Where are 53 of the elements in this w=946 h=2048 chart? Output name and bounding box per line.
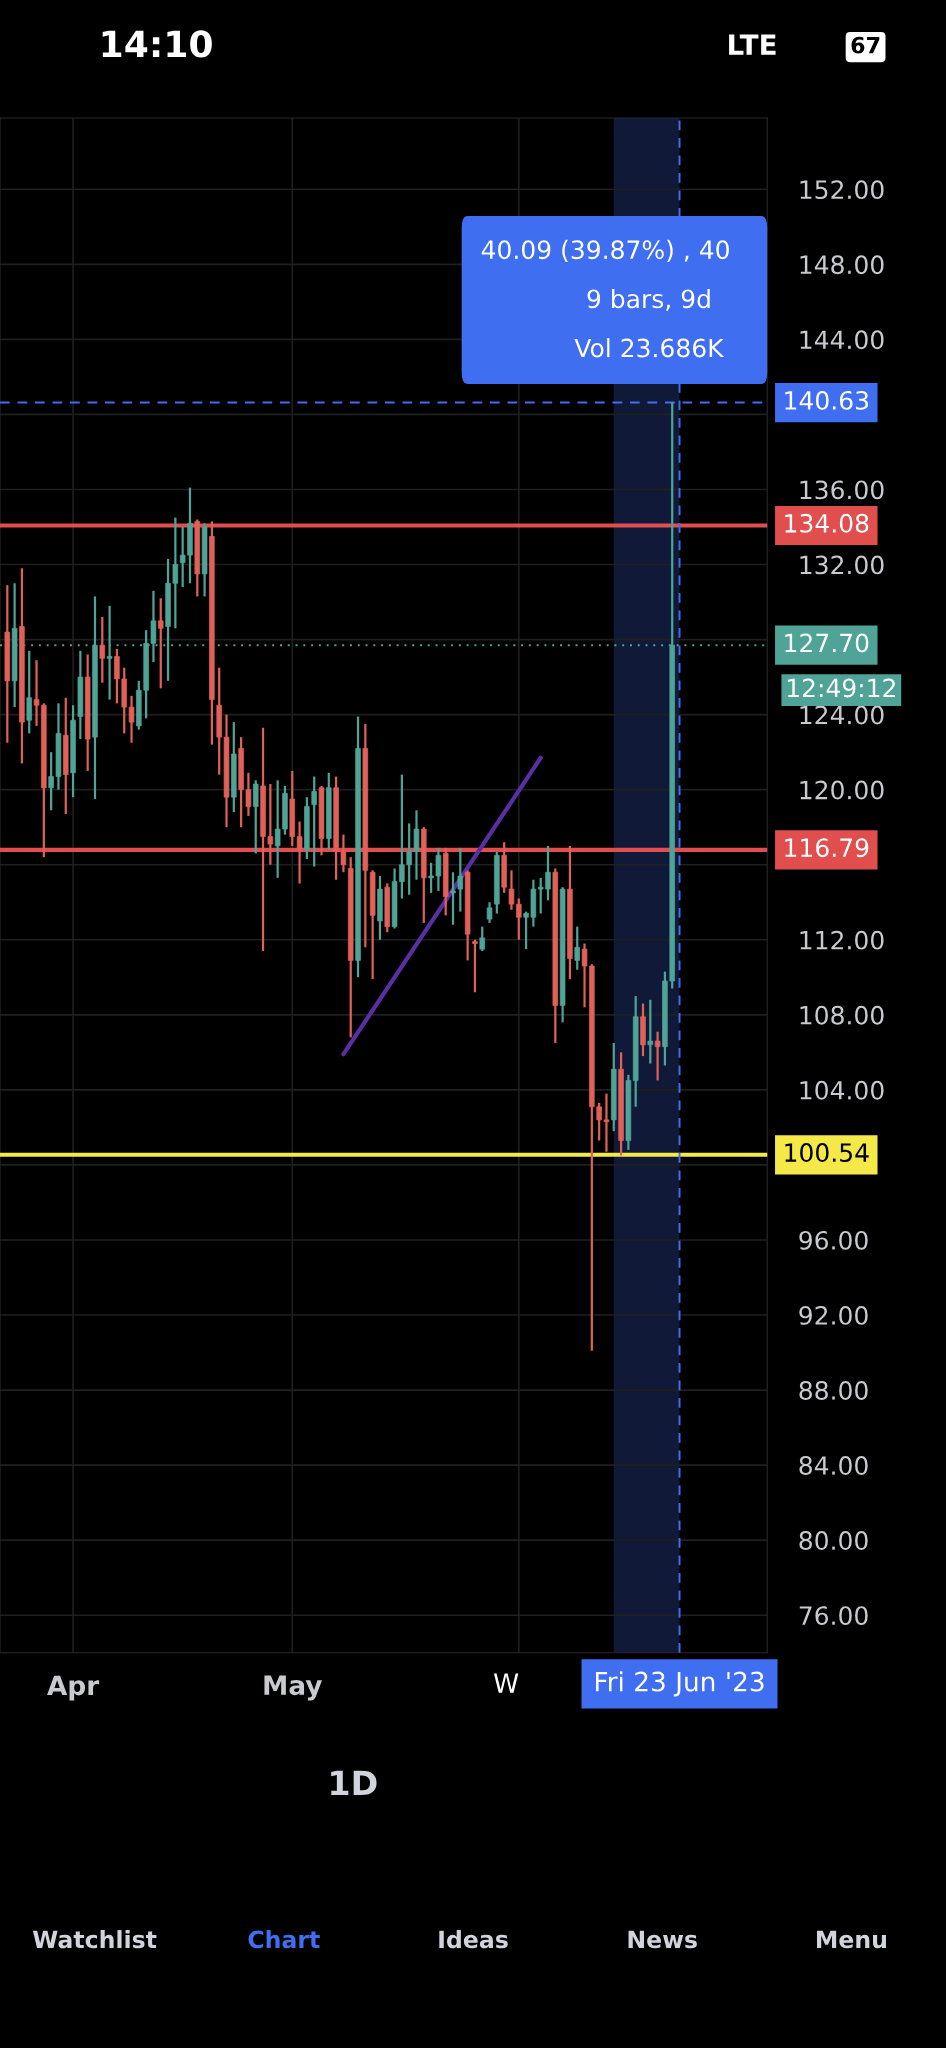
y-tick-label: 108.00: [800, 1005, 884, 1025]
ref-line-label: 140.63: [785, 390, 869, 410]
y-tick-label: 136.00: [800, 480, 884, 500]
y-tick-label: 96.00: [799, 1230, 868, 1250]
text: Chart: [248, 1930, 320, 1949]
candlestick: [26, 649, 32, 735]
text: Menu: [817, 1930, 886, 1949]
candlestick: [647, 998, 654, 1065]
x-tick-label: May: [264, 1675, 323, 1701]
candlestick: [472, 938, 478, 994]
text: Ideas: [439, 1930, 508, 1949]
text: 1D: [331, 1770, 377, 1796]
annotation: 9 bars, 9d: [587, 288, 710, 311]
text: LTE: [729, 34, 776, 55]
y-tick-label: 152.00: [800, 180, 884, 200]
y-tick-label: 104.00: [800, 1080, 884, 1100]
candlestick: [99, 615, 106, 684]
candlestick: [450, 871, 456, 926]
candlestick: [486, 901, 493, 924]
text: W: [493, 1673, 519, 1693]
annotation: 40.09 (39.87%) , 40: [481, 239, 729, 263]
text: 14:10: [102, 30, 212, 58]
ref-line-label: 116.79: [785, 838, 869, 858]
candlestick: [654, 1030, 661, 1082]
ref-line-label: 127.70: [785, 633, 869, 653]
candlestick: [311, 775, 317, 868]
text: News: [628, 1930, 697, 1949]
y-tick-label: 76.00: [799, 1606, 868, 1626]
y-tick-label: 88.00: [799, 1381, 868, 1400]
y-tick-label: 80.00: [799, 1531, 868, 1551]
text: 67: [851, 36, 880, 54]
y-tick-label: 132.00: [800, 555, 884, 575]
candlestick: [574, 925, 580, 971]
y-tick-label: 120.00: [800, 780, 884, 800]
candlestick: [457, 846, 464, 913]
ref-line-label: Fri 23 Jun '23: [595, 1671, 764, 1697]
candlestick: [296, 820, 303, 885]
candlestick: [157, 597, 164, 690]
x-tick-label: Apr: [47, 1675, 100, 1701]
y-tick-label: 124.00: [800, 705, 884, 725]
y-tick-label: 84.00: [799, 1456, 868, 1475]
ref-line-label: 134.08: [785, 513, 869, 533]
text: 12:49:12: [787, 678, 895, 698]
y-tick-label: 148.00: [800, 255, 884, 275]
candlestick: [106, 604, 113, 701]
y-tick-label: 92.00: [799, 1305, 868, 1325]
annotation: Vol 23.686K: [574, 338, 725, 358]
candlestick: [479, 925, 485, 953]
candlestick: [252, 779, 259, 855]
ref-line-label: 100.54: [785, 1143, 869, 1163]
text: Watchlist: [32, 1930, 157, 1949]
y-tick-label: 112.00: [800, 930, 884, 950]
y-tick-label: 144.00: [800, 330, 884, 350]
